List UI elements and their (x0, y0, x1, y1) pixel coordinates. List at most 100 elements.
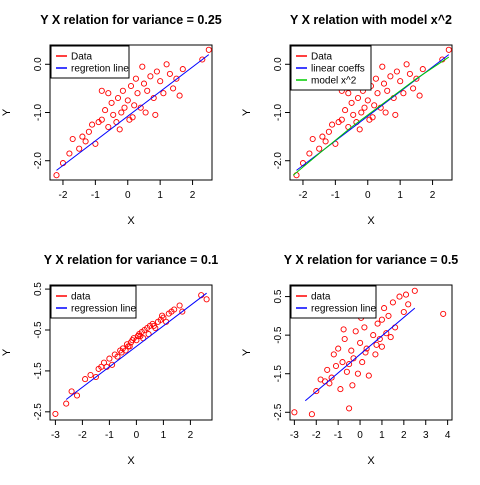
data-point (85, 128, 92, 135)
x-tick-label: 2 (430, 190, 436, 201)
data-point (348, 347, 355, 354)
y-axis-label: Y (241, 108, 253, 116)
data-point (105, 123, 112, 131)
data-point (329, 121, 336, 128)
data-point (335, 345, 342, 352)
data-point (76, 145, 83, 152)
data-point (150, 322, 157, 329)
data-point (98, 363, 105, 370)
x-tick-label: 0 (125, 190, 131, 201)
data-point (328, 374, 335, 381)
data-point (159, 312, 166, 319)
y-axis-label: Y (241, 348, 253, 356)
x-axis-label: X (127, 215, 135, 227)
data-point (306, 150, 313, 157)
data-point (205, 46, 212, 53)
data-point (69, 135, 76, 143)
x-axis-label: X (367, 455, 375, 467)
data-point (291, 409, 298, 416)
data-point (203, 296, 210, 303)
data-point (400, 308, 407, 316)
data-point (341, 335, 348, 343)
chart-panel-3: Y X relation for variance = 0.1 X Y -3 -2 -1 0… (1, 253, 218, 467)
x-tick-label: 1 (397, 190, 403, 201)
data-point (416, 92, 423, 99)
data-point (173, 75, 180, 82)
data-point (140, 80, 148, 87)
data-point (139, 63, 146, 70)
legend-label: regretion line (71, 64, 129, 75)
data-point (350, 111, 357, 118)
chart-title: Y X relation for variance = 0.1 (44, 253, 219, 267)
data-point (376, 335, 383, 343)
data-point (100, 359, 108, 366)
y-tick-label: 0.5 (33, 282, 44, 296)
data-point (400, 90, 407, 97)
x-tick-label: -2 (59, 190, 68, 201)
x-tick-label: 0 (357, 430, 363, 441)
data-point (176, 92, 183, 99)
plot-area-border (49, 44, 213, 181)
x-tick-label: 0 (134, 430, 140, 441)
data-point (411, 287, 418, 294)
data-point (354, 94, 362, 102)
data-point (361, 104, 368, 111)
data-point (346, 361, 353, 368)
data-point (380, 80, 388, 87)
plot-area-border (49, 284, 213, 421)
series-line-regretion-line (56, 54, 210, 171)
data-point (66, 150, 73, 157)
chart-title: Y X relation for variance = 0.5 (284, 253, 459, 267)
data-point (147, 73, 154, 80)
legend-label: model x^2 (311, 76, 357, 87)
legend-label: data (311, 292, 331, 303)
data-point (160, 90, 167, 97)
data-point (397, 78, 404, 85)
y-tick-label: 0.0 (273, 57, 284, 71)
data-point (114, 353, 121, 360)
chart-panel-1: Y X relation for variance = 0.25 X Y -2 -1 0 1… (1, 13, 222, 227)
data-point (340, 326, 347, 333)
data-point (387, 73, 394, 80)
data-point (68, 388, 75, 395)
x-tick-label: 2 (190, 190, 196, 201)
data-point (384, 87, 391, 94)
data-point (338, 116, 345, 123)
data-point (152, 111, 159, 118)
data-point (330, 351, 337, 358)
chart-title: Y X relation for variance = 0.25 (40, 13, 222, 27)
data-point (63, 400, 70, 407)
data-point (387, 334, 394, 341)
data-point (410, 85, 417, 92)
x-tick-label: -1 (331, 190, 340, 201)
data-point (359, 359, 366, 366)
data-point (406, 70, 413, 77)
data-point (53, 172, 60, 179)
data-point (144, 87, 151, 94)
data-point (378, 316, 385, 323)
plot-area-border (289, 284, 453, 421)
data-point (324, 366, 331, 373)
data-point (179, 308, 186, 315)
series-line-regression-line (65, 292, 207, 400)
y-tick-label: -0.5 (33, 321, 44, 339)
data-point (92, 373, 99, 381)
chart-title: Y X relation with model x^2 (290, 13, 452, 27)
data-point (166, 70, 173, 77)
data-point (121, 104, 128, 111)
data-point (98, 116, 105, 123)
data-point (118, 109, 125, 116)
data-point (122, 347, 129, 354)
data-point (163, 61, 170, 68)
x-tick-label: -2 (299, 190, 308, 201)
data-point (325, 128, 332, 135)
data-point (337, 386, 344, 393)
data-point (445, 46, 452, 53)
x-tick-label: 1 (157, 190, 163, 201)
data-point (369, 114, 376, 121)
data-point (396, 293, 403, 300)
data-point (142, 109, 149, 116)
data-point (402, 291, 410, 298)
